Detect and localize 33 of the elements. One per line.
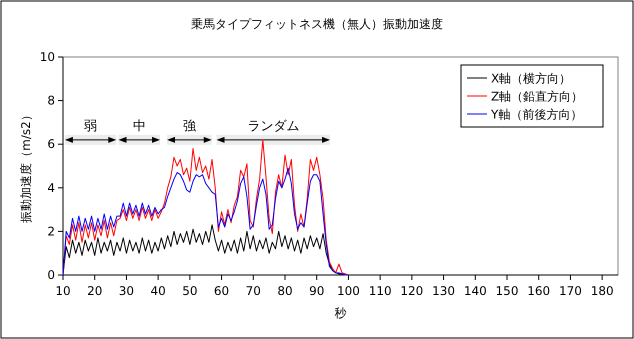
x-tick-label: 30: [118, 284, 134, 298]
y-tick-label: 8: [47, 94, 55, 108]
x-tick-label: 70: [246, 284, 261, 298]
x-tick-label: 130: [432, 284, 456, 298]
y-tick-label: 4: [47, 180, 55, 195]
x-tick-label: 90: [309, 284, 324, 298]
y-tick-label: 0: [47, 268, 55, 282]
x-tick-label: 100: [336, 284, 360, 298]
x-tick-label: 120: [400, 284, 424, 298]
x-tick-label: 140: [464, 284, 487, 298]
x-axis-title: 秒: [334, 306, 346, 320]
y-axis-title: 振動加速度（m/s2）: [19, 109, 33, 223]
x-tick-label: 160: [527, 284, 550, 298]
x-tick-label: 60: [214, 284, 230, 298]
legend-label: Z軸（鉛直方向）: [491, 90, 584, 104]
x-tick-label: 50: [182, 284, 198, 298]
y-tick-label: 2: [47, 224, 55, 238]
y-tick-label: 10: [40, 50, 55, 64]
band-label: ランダム: [247, 118, 300, 134]
chart-title: 乗馬タイプフィットネス機（無人）振動加速度: [191, 17, 443, 31]
x-tick-label: 110: [368, 284, 392, 298]
legend-label: X軸（横方向）: [491, 72, 572, 86]
x-tick-label: 40: [150, 284, 166, 298]
x-tick-label: 170: [558, 284, 582, 298]
band-label: 弱: [84, 118, 98, 134]
band-label: 強: [182, 118, 196, 134]
legend-label: Y軸（前後方向）: [490, 108, 582, 122]
x-tick-label: 150: [496, 284, 518, 298]
x-tick-label: 180: [590, 284, 614, 298]
x-tick-label: 80: [277, 284, 293, 298]
y-tick-label: 6: [47, 137, 55, 152]
band-label: 中: [132, 118, 146, 134]
x-tick-label: 20: [87, 284, 102, 298]
